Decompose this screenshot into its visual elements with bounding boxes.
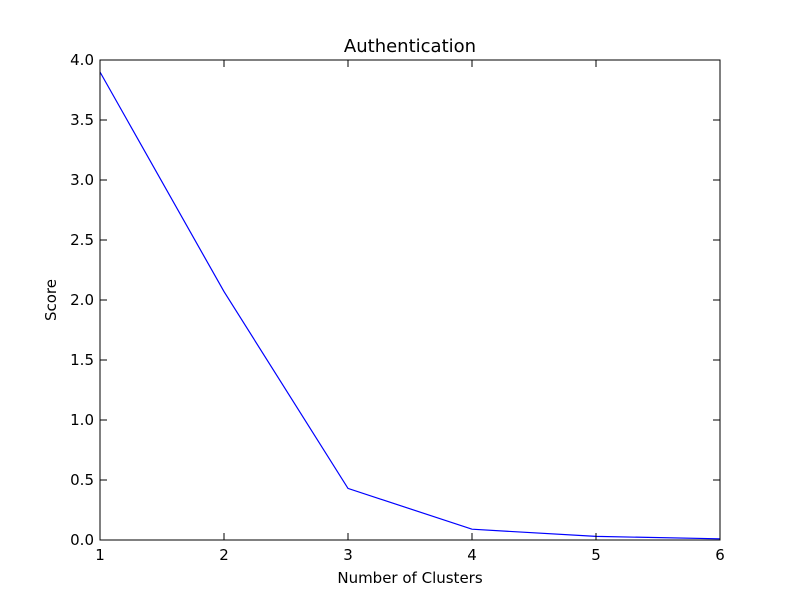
x-tick-label-3: 4 — [467, 546, 477, 564]
y-tick-label-1: 0.5 — [70, 471, 94, 489]
y-tick-label-7: 3.5 — [70, 111, 94, 129]
x-axis-label: Number of Clusters — [337, 569, 482, 587]
y-axis-label: Score — [42, 279, 60, 321]
y-tick-label-6: 3.0 — [70, 171, 94, 189]
y-tick-label-5: 2.5 — [70, 231, 94, 249]
x-tick-label-5: 6 — [715, 546, 725, 564]
x-tick-label-1: 2 — [219, 546, 229, 564]
chart-title: Authentication — [344, 36, 476, 57]
x-tick-label-4: 5 — [591, 546, 601, 564]
y-tick-label-8: 4.0 — [70, 51, 94, 69]
y-tick-label-4: 2.0 — [70, 291, 94, 309]
y-tick-label-2: 1.0 — [70, 411, 94, 429]
y-tick-label-0: 0.0 — [70, 531, 94, 549]
series-layer — [99, 71, 721, 540]
series-line-0 — [99, 71, 721, 540]
plot-background — [100, 60, 720, 540]
x-tick-label-0: 1 — [95, 546, 105, 564]
x-tick-label-2: 3 — [343, 546, 353, 564]
ticks-layer: 1 2 3 4 5 6 0.0 0.5 1.0 1.5 2.0 2.5 3.0 3.5 4.0 — [70, 51, 725, 564]
y-tick-label-3: 1.5 — [70, 351, 94, 369]
